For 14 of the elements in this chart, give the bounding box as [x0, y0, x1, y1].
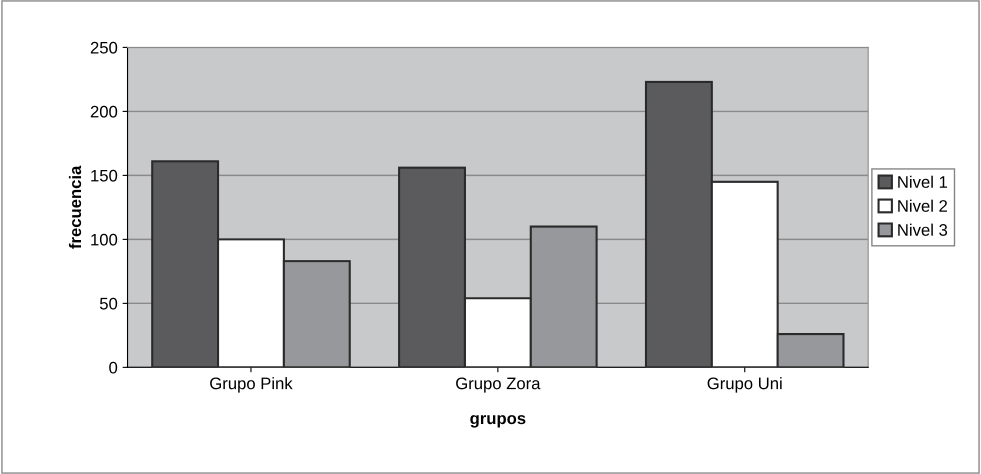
y-tick-label: 0 [109, 362, 118, 374]
y-tick-label: 100 [91, 234, 118, 246]
x-tick-label: Grupo Uni [708, 377, 782, 393]
x-tick-label: Grupo Zora [456, 378, 540, 393]
y-axis-title: frecuencia [68, 166, 82, 249]
legend-label: Nivel 1 [898, 176, 948, 188]
x-tick-label: Grupo Pink [210, 377, 293, 393]
y-tick-label: 50 [100, 298, 118, 310]
x-axis-title: grupos [470, 415, 526, 428]
y-tick-label: 250 [90, 42, 118, 54]
legend-label: Nivel 3 [898, 224, 948, 236]
legend-label: Nivel 2 [898, 200, 947, 212]
y-tick-label: 200 [90, 106, 118, 118]
y-tick-label: 150 [91, 170, 118, 182]
